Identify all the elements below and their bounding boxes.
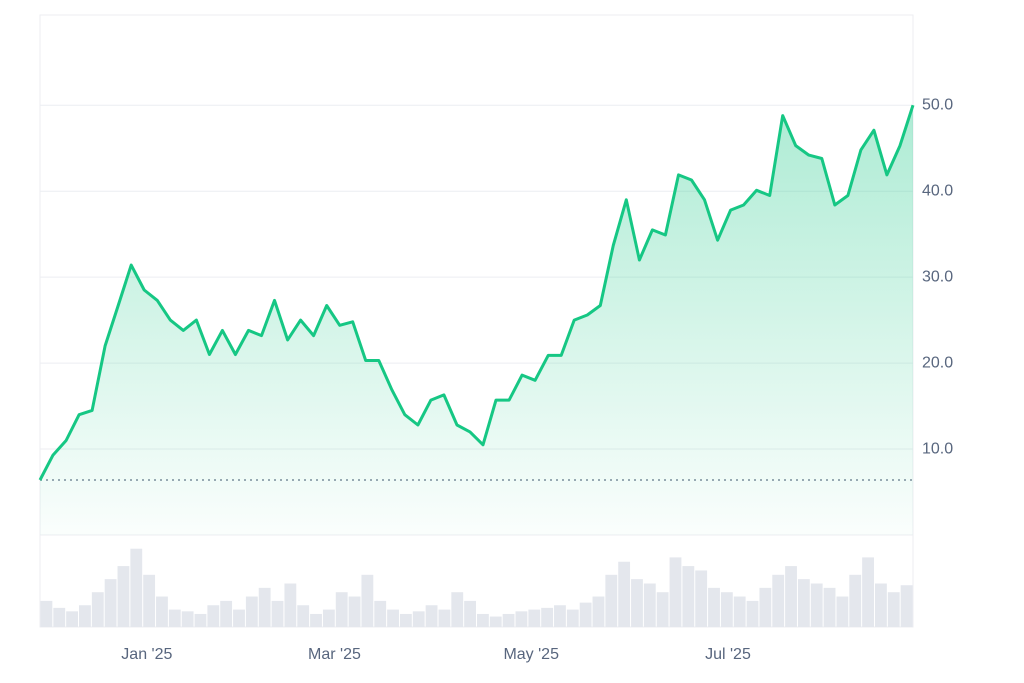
- volume-bar: [310, 613, 322, 627]
- volume-bar: [374, 600, 387, 627]
- volume-bar: [669, 557, 682, 627]
- volume-bar: [181, 611, 194, 627]
- volume-bar: [284, 583, 297, 627]
- y-tick-label: 40.0: [922, 182, 953, 199]
- volume-bar: [810, 583, 823, 627]
- volume-bar: [220, 600, 233, 627]
- volume-bar: [117, 566, 130, 627]
- y-tick-label: 10.0: [922, 440, 953, 457]
- volume-bar: [489, 616, 502, 627]
- volume-bar: [361, 574, 374, 627]
- x-tick-label: Jan '25: [121, 646, 172, 663]
- volume-bar: [66, 611, 79, 627]
- volume-bar: [887, 592, 900, 627]
- volume-bar: [91, 592, 104, 627]
- x-tick-label: Jul '25: [705, 646, 751, 663]
- volume-bar: [554, 605, 566, 627]
- volume-bar: [759, 587, 772, 627]
- volume-bar: [53, 607, 66, 627]
- volume-bar: [143, 574, 156, 627]
- volume-bar: [528, 609, 541, 627]
- volume-bar: [451, 592, 464, 627]
- volume-bar: [862, 557, 874, 627]
- y-tick-label: 20.0: [922, 354, 953, 371]
- volume-bar: [245, 596, 258, 627]
- volume-bar: [40, 600, 53, 627]
- volume-bar: [399, 613, 412, 627]
- volume-bar: [631, 579, 643, 627]
- volume-bar: [233, 609, 245, 627]
- volume-bar: [874, 583, 887, 627]
- volume-bar: [207, 605, 220, 627]
- volume-bar: [592, 596, 605, 627]
- price-line: [38, 104, 915, 481]
- volume-bar: [438, 609, 451, 627]
- volume-bar: [823, 587, 836, 627]
- volume-bar: [643, 583, 656, 627]
- volume-bar: [849, 574, 862, 627]
- volume-bar: [156, 596, 168, 627]
- area: [40, 105, 913, 535]
- y-tick-label: 30.0: [922, 268, 953, 285]
- volume-bar: [618, 561, 631, 627]
- volume-bar: [695, 570, 708, 627]
- volume-bar: [605, 574, 618, 627]
- volume-bar: [348, 596, 361, 627]
- volume-bar: [579, 602, 592, 627]
- volume-bar: [322, 609, 335, 627]
- volume-bar: [502, 613, 515, 627]
- volume-bar: [515, 611, 528, 627]
- volume-bar: [194, 613, 207, 627]
- volume-bar: [335, 592, 348, 627]
- volume-bar: [464, 600, 476, 627]
- volume-bar: [797, 579, 810, 627]
- volume-bar: [168, 609, 181, 627]
- volume-bar: [104, 579, 117, 627]
- volume-bar: [271, 600, 284, 627]
- volume-bar: [836, 596, 849, 627]
- volume-bar: [733, 596, 746, 627]
- volume-bar: [566, 609, 579, 627]
- x-tick-label: May '25: [503, 646, 559, 663]
- volume-bar: [785, 566, 797, 627]
- volume-bar: [682, 566, 695, 627]
- volume-bar: [258, 587, 271, 627]
- volume-bar: [130, 548, 143, 627]
- volume-bar: [541, 607, 554, 627]
- y-tick-label: 50.0: [922, 96, 953, 113]
- volume-bar: [477, 613, 489, 627]
- volume-bar: [656, 592, 669, 627]
- volume-bar: [720, 592, 733, 627]
- volume-bar: [772, 574, 785, 627]
- volume-bar: [425, 605, 438, 627]
- volume-bar: [79, 605, 91, 627]
- volume-bar: [297, 605, 310, 627]
- volume-bar: [412, 611, 425, 627]
- volume-bar: [900, 585, 913, 627]
- volume-bar: [387, 609, 399, 627]
- volume-bar: [746, 600, 759, 627]
- x-tick-label: Mar '25: [308, 646, 361, 663]
- volume-bar: [708, 587, 720, 627]
